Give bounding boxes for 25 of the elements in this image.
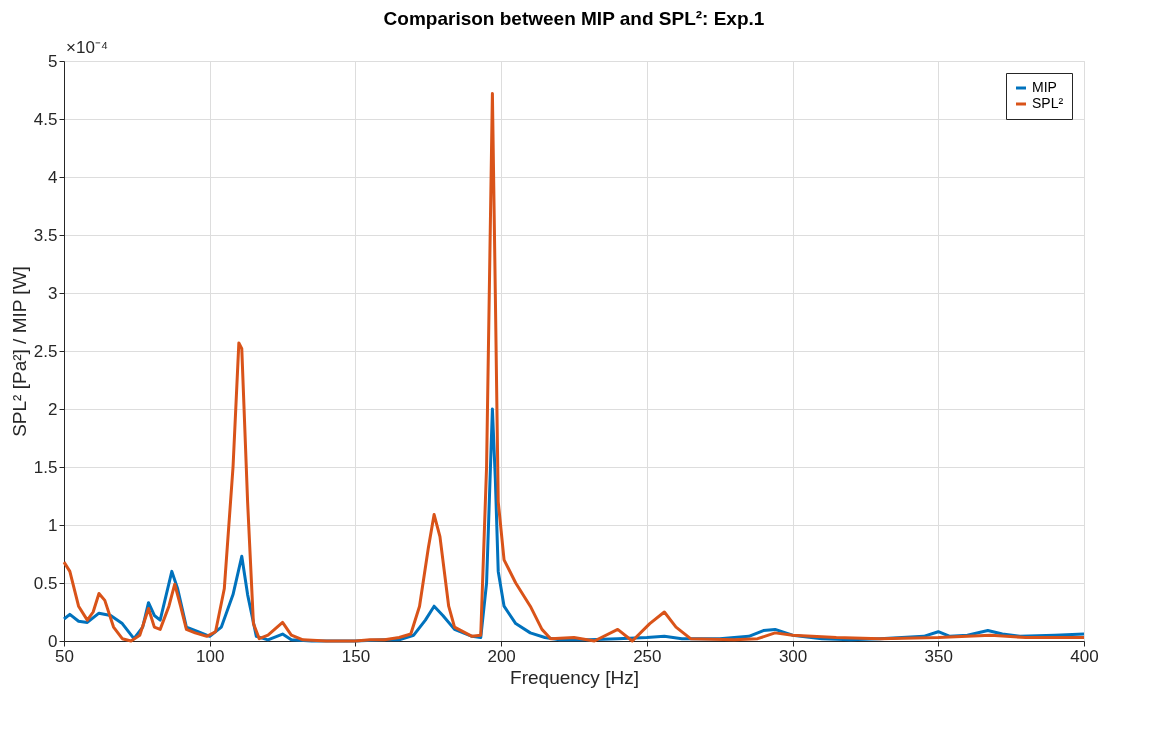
x-tick-label: 250 (633, 646, 662, 666)
x-tick-label: 100 (196, 646, 225, 666)
x-tick-label: 50 (55, 646, 74, 666)
y-tick-label: 4.5 (33, 109, 58, 129)
y-tick-label: 2 (48, 399, 58, 419)
y-axis-title: SPL² [Pa²] / MIP [W] (8, 266, 30, 437)
y-tick-label: 0.5 (33, 573, 58, 593)
x-tick-label: 150 (341, 646, 371, 666)
x-axis-title: Frequency [Hz] (510, 666, 639, 688)
y-tick-label: 0 (48, 631, 58, 651)
y-tick-label: 5 (48, 51, 58, 71)
x-tick-label: 200 (487, 646, 516, 666)
y-tick-label: 1.5 (33, 457, 58, 477)
x-tick-label: 400 (1070, 646, 1099, 666)
legend-label: SPL² (1032, 95, 1064, 111)
chart-title: Comparison between MIP and SPL²: Exp.1 (383, 8, 765, 29)
text: ×10⁻⁴ (66, 38, 109, 57)
y-tick-label: 1 (48, 515, 58, 535)
y-tick-label: 2.5 (33, 341, 58, 361)
y-tick-label: 4 (48, 167, 58, 187)
y-tick-label: 3.5 (33, 225, 58, 245)
x-tick-label: 300 (778, 646, 808, 666)
y-tick-label: 3 (48, 283, 58, 303)
legend-label: MIP (1032, 79, 1057, 95)
x-tick-label: 350 (924, 646, 953, 666)
